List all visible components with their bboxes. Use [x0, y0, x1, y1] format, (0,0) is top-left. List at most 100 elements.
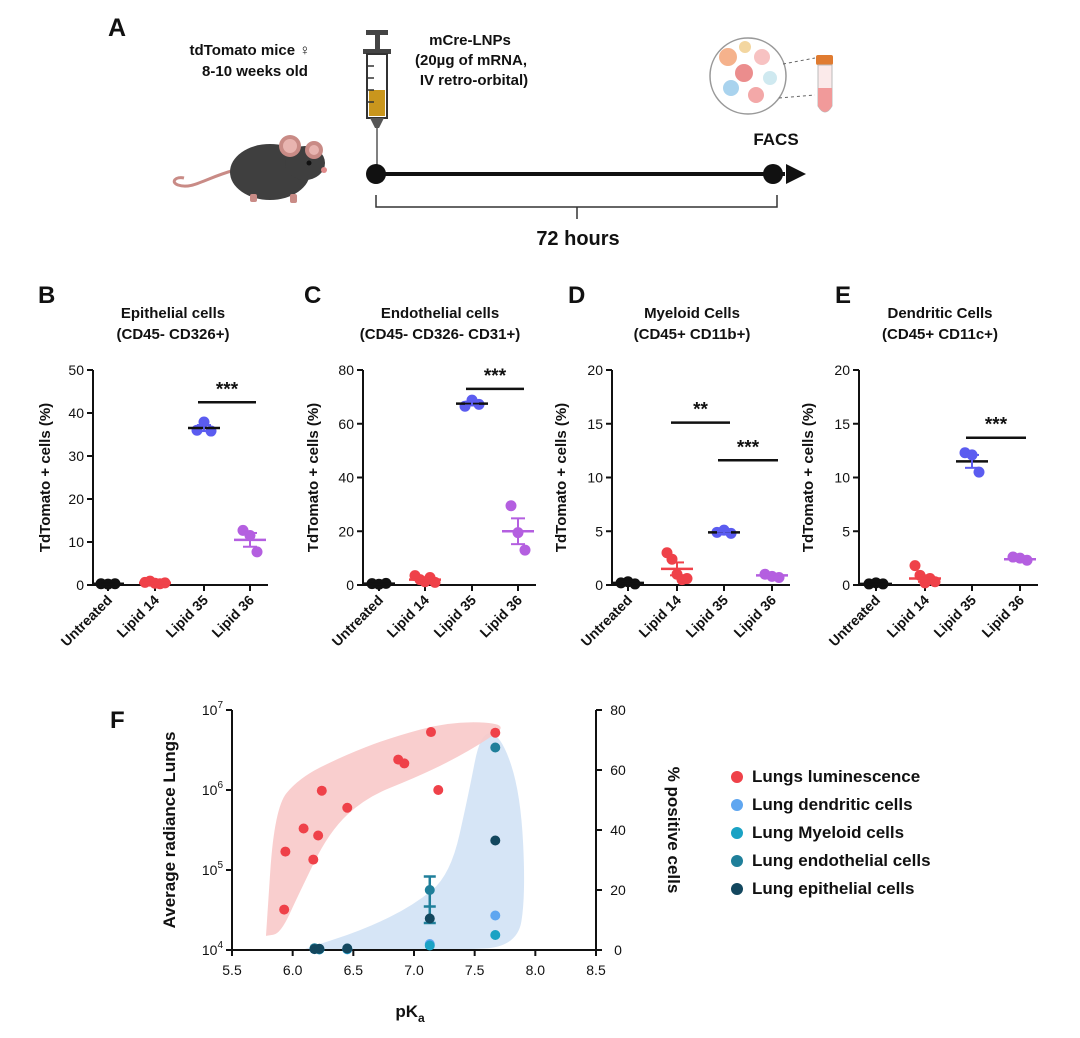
y-axis-label: TdTomato + cells (%) [553, 403, 570, 552]
panel-letter: F [110, 707, 125, 734]
y-axis-label: TdTomato + cells (%) [800, 403, 817, 552]
duration-bracket [375, 195, 778, 219]
x-tick-label: Untreated [578, 592, 636, 650]
data-point [424, 940, 435, 951]
x-tick-label: Untreated [58, 592, 116, 650]
y-tick-label: 20 [338, 523, 354, 539]
y-tick-label: 30 [68, 448, 84, 464]
cells-cloud [302, 733, 525, 950]
y-left-tick-exponent: 5 [217, 860, 223, 871]
x-tick-label: Lipid 35 [162, 592, 211, 641]
y-left-tick-label: 104 [202, 940, 224, 958]
data-point [280, 846, 291, 857]
dose-label-line1: mCre-LNPs [429, 32, 511, 49]
series-lungs [279, 727, 501, 915]
y-tick-label: 5 [842, 523, 850, 539]
y-left-tick-base: 10 [202, 782, 218, 798]
y-left-tick-label: 106 [202, 780, 224, 798]
y-tick-label: 20 [587, 362, 603, 378]
data-point [490, 930, 501, 940]
data-point [425, 727, 436, 738]
data-point [490, 835, 501, 846]
y-right-tick-label: 60 [610, 762, 626, 778]
y-tick-label: 15 [587, 416, 603, 432]
y-tick-label: 10 [587, 470, 603, 486]
x-tick-label: Lipid 14 [113, 592, 162, 641]
mouse-icon [172, 135, 327, 203]
y-right-tick-label: 40 [610, 822, 626, 838]
x-tick-label: Lipid 14 [383, 592, 432, 641]
data-point [681, 573, 693, 585]
x-tick-label: Lipid 36 [978, 592, 1027, 641]
series-epithelial [309, 835, 501, 955]
panel-a: A tdTomato mice ♀ 8-10 weeks old [108, 14, 833, 250]
x-tick-label: Lipid 35 [682, 592, 731, 641]
panel-letter: B [38, 282, 55, 309]
dose-label-line2: (20µg of mRNA, [415, 52, 527, 69]
legend-label: Lungs luminescence [752, 767, 920, 786]
panel-a-letter: A [108, 14, 126, 42]
chart-subtitle: (CD45+ CD11c+) [882, 326, 998, 343]
data-point [308, 854, 319, 865]
x-tick-label: Lipid 35 [930, 592, 979, 641]
data-point [251, 546, 263, 558]
data-point [490, 742, 501, 753]
y-right-tick-label: 0 [614, 942, 622, 958]
timeline-end-dot [763, 164, 783, 184]
data-point [313, 830, 324, 841]
y-tick-label: 40 [338, 470, 354, 486]
x-tick-label: Lipid 36 [730, 592, 779, 641]
data-point [314, 943, 325, 954]
y-left-axis-label: Average radiance Lungs [160, 732, 179, 929]
timeline-start-dot [366, 164, 386, 184]
data-point [490, 910, 501, 921]
chart-title: Dendritic Cells [887, 305, 992, 322]
x-tick-label: Untreated [826, 592, 884, 650]
significance-stars: *** [985, 415, 1008, 436]
data-point [342, 943, 353, 954]
y-left-tick-base: 10 [202, 862, 218, 878]
data-point [399, 758, 410, 769]
y-tick-label: 15 [834, 416, 850, 432]
significance-stars: *** [484, 366, 507, 387]
data-point [505, 500, 517, 512]
x-tick-label: Lipid 36 [208, 592, 257, 641]
x-tick-label: Lipid 36 [476, 592, 525, 641]
chart-title: Myeloid Cells [644, 305, 740, 322]
data-point [316, 785, 327, 796]
data-point [279, 904, 290, 915]
legend-marker [731, 827, 743, 839]
significance-stars: ** [693, 400, 708, 421]
data-point [424, 885, 435, 895]
x-tick-label: Lipid 35 [430, 592, 479, 641]
y-tick-label: 20 [834, 362, 850, 378]
legend-label: Lung Myeloid cells [752, 823, 904, 842]
chart-title: Epithelial cells [121, 305, 225, 322]
data-point [973, 466, 985, 478]
data-point [424, 913, 435, 924]
dose-label-line3: IV retro-orbital) [420, 72, 528, 89]
y-tick-label: 5 [595, 523, 603, 539]
legend-label: Lung epithelial cells [752, 879, 914, 898]
chart-title: Endothelial cells [381, 305, 499, 322]
legend-label: Lung endothelial cells [752, 851, 931, 870]
x-axis-label-subscript: a [418, 1011, 425, 1025]
panel-letter: D [568, 282, 585, 309]
panel-d: D Myeloid Cells (CD45+ CD11b+) 0 5 10 15 20 TdTo… [553, 282, 790, 649]
x-tick-label: 6.5 [344, 962, 364, 978]
y-left-tick-label: 105 [202, 860, 224, 878]
y-left-tick-base: 10 [202, 702, 218, 718]
cells-tube-icon [709, 37, 833, 115]
y-right-tick-label: 80 [610, 702, 626, 718]
x-axis-label-main: pK [395, 1002, 418, 1021]
x-tick-label: 8.0 [526, 962, 546, 978]
panel-letter: C [304, 282, 321, 309]
syringe-icon [363, 30, 391, 165]
y-tick-label: 10 [68, 534, 84, 550]
mouse-age-label: 8-10 weeks old [202, 63, 308, 80]
legend: Lungs luminescence Lung dendritic cells Lu… [731, 767, 931, 898]
x-tick-label: Lipid 14 [635, 592, 684, 641]
x-tick-label: 5.5 [222, 962, 242, 978]
panel-f: F5.5 6.0 6.5 7.0 7.5 8.0 8.5104105106107020406… [110, 700, 931, 1025]
